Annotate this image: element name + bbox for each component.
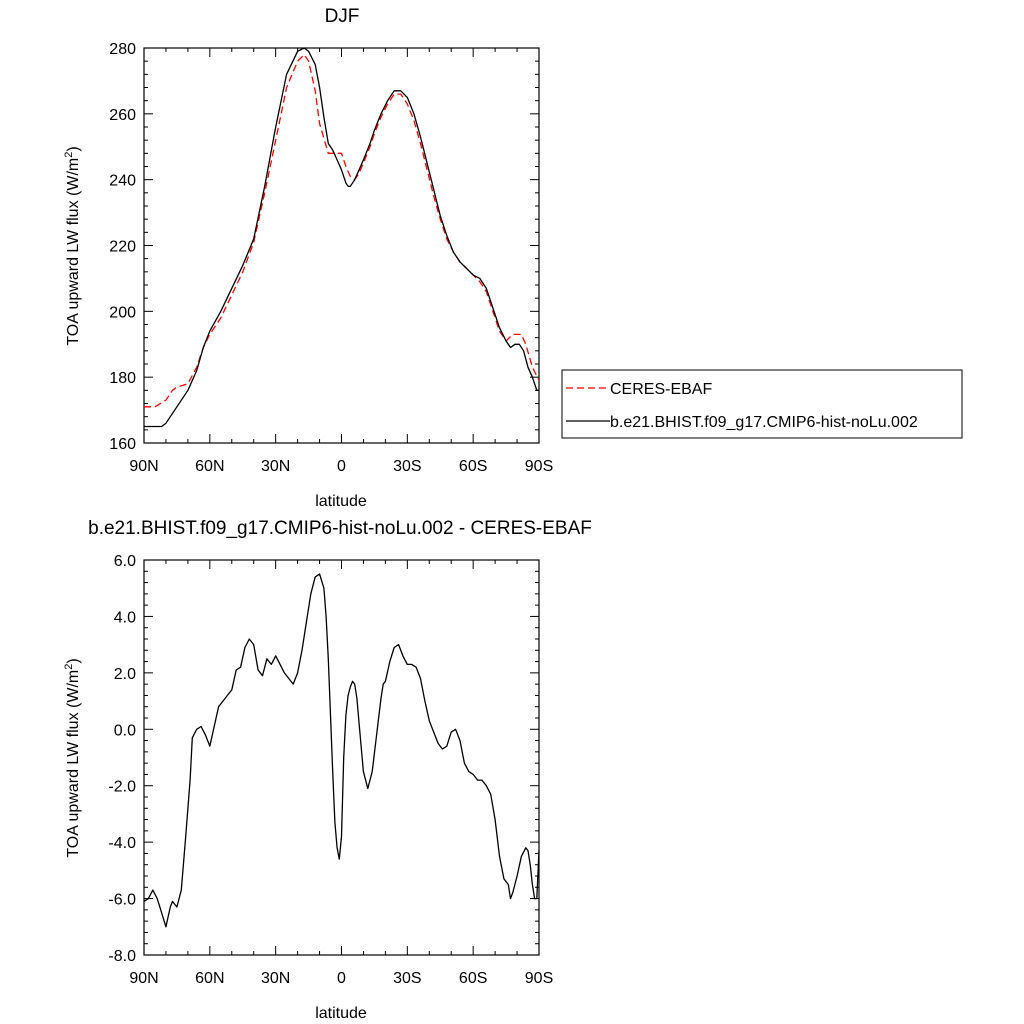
bottom-x-tick-label: 0 bbox=[337, 970, 346, 987]
top-y-tick-label: 160 bbox=[109, 436, 136, 453]
top-y-axis-label-text: TOA upward LW flux (W/m bbox=[65, 158, 82, 346]
top-y-axis-label-sup: 2 bbox=[63, 152, 75, 158]
top-y-tick-label: 180 bbox=[109, 370, 136, 387]
bottom-x-tick-label: 60S bbox=[459, 970, 487, 987]
bottom-series-line-difference bbox=[143, 573, 540, 928]
top-x-tick-label: 60S bbox=[459, 458, 487, 475]
top-plot-area: 90N 60N 30N 0 30S 60S 90S 160 180 200 220 240 260 280 bbox=[109, 41, 553, 475]
legend: CERES-EBAF b.e21.BHIST.f09_g17.CMIP6-his… bbox=[561, 369, 963, 439]
top-y-tick-label: 240 bbox=[109, 173, 136, 190]
top-x-tick-label: 60N bbox=[195, 458, 224, 475]
legend-label-model: b.e21.BHIST.f09_g17.CMIP6-hist-noLu.002 bbox=[610, 414, 918, 431]
top-panel: DJF 90N 60N 30N 0 30S 60S 90S 160 180 200 220 240 26… bbox=[63, 6, 963, 510]
bottom-plot-area: 90N 60N 30N 0 30S 60S 90S -8.0 -6.0 -4.0 -2.0 0.0 2.… bbox=[108, 553, 553, 987]
top-y-tick-label: 280 bbox=[109, 41, 136, 58]
top-x-tick-label: 30N bbox=[261, 458, 290, 475]
top-plot-frame bbox=[143, 47, 540, 444]
legend-box bbox=[561, 369, 963, 439]
bottom-y-tick-label: -8.0 bbox=[108, 948, 136, 965]
bottom-y-axis-label: TOA upward LW flux (W/m2) bbox=[63, 658, 82, 857]
bottom-y-tick-label: -6.0 bbox=[108, 892, 136, 909]
bottom-x-tick-label: 60N bbox=[195, 970, 224, 987]
top-chart-title: DJF bbox=[325, 6, 360, 27]
top-x-tick-label: 90S bbox=[525, 458, 553, 475]
top-y-axis-label: TOA upward LW flux (W/m2) bbox=[63, 146, 82, 345]
top-y-tick-label: 260 bbox=[109, 107, 136, 124]
bottom-y-tick-label: 2.0 bbox=[114, 666, 136, 683]
bottom-x-tick-label: 90N bbox=[129, 970, 158, 987]
bottom-chart-title: b.e21.BHIST.f09_g17.CMIP6-hist-noLu.002 … bbox=[88, 518, 592, 539]
legend-label-ceres: CERES-EBAF bbox=[610, 381, 712, 398]
top-x-tick-label: 30S bbox=[393, 458, 421, 475]
bottom-y-tick-label: 6.0 bbox=[114, 553, 136, 570]
top-y-tick-label: 220 bbox=[109, 239, 136, 256]
top-series-line-model bbox=[144, 47, 539, 428]
top-series-line-ceres bbox=[144, 53, 540, 408]
top-y-axis-label-close: ) bbox=[65, 146, 82, 151]
top-x-axis-label: latitude bbox=[315, 493, 367, 510]
top-y-tick-label: 200 bbox=[109, 304, 136, 321]
bottom-x-axis-label: latitude bbox=[315, 1005, 367, 1022]
bottom-x-tick-label: 90S bbox=[525, 970, 553, 987]
bottom-y-axis-label-close: ) bbox=[65, 658, 82, 663]
bottom-y-tick-label: -2.0 bbox=[108, 779, 136, 796]
bottom-y-tick-label: 4.0 bbox=[114, 609, 136, 626]
bottom-panel: b.e21.BHIST.f09_g17.CMIP6-hist-noLu.002 … bbox=[63, 518, 592, 1022]
bottom-y-tick-label: -4.0 bbox=[108, 835, 136, 852]
bottom-y-tick-label: 0.0 bbox=[114, 722, 136, 739]
bottom-x-tick-label: 30N bbox=[261, 970, 290, 987]
bottom-y-axis-label-text: TOA upward LW flux (W/m bbox=[65, 670, 82, 858]
bottom-x-tick-label: 30S bbox=[393, 970, 421, 987]
top-x-tick-label: 0 bbox=[337, 458, 346, 475]
top-x-tick-label: 90N bbox=[129, 458, 158, 475]
bottom-y-axis-label-sup: 2 bbox=[63, 664, 75, 670]
bottom-plot-frame bbox=[143, 559, 540, 956]
